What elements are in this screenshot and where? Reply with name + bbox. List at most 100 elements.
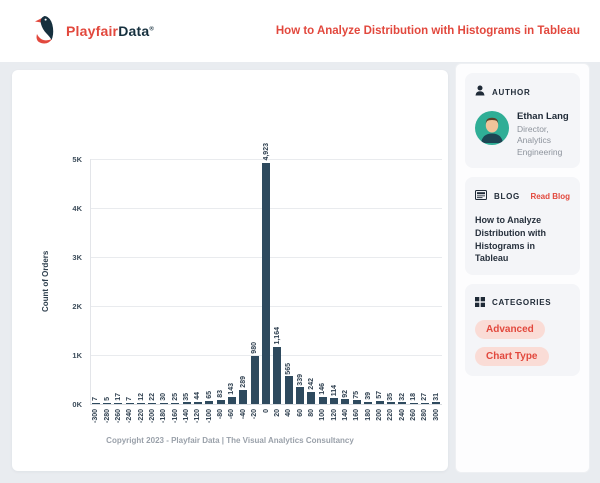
x-axis-tick-label: -220 — [137, 409, 145, 424]
bar-value-label: 242 — [307, 378, 315, 391]
author-card: AUTHOR Ethan Lang Director, Analytics En… — [465, 73, 580, 169]
category-tag-advanced[interactable]: Advanced — [475, 319, 545, 339]
histogram-bar[interactable] — [114, 403, 123, 404]
histogram-bar[interactable] — [398, 402, 407, 404]
bar-value-label: 32 — [398, 392, 406, 401]
x-axis-tick-label: -240 — [126, 409, 134, 424]
histogram-bar[interactable] — [273, 346, 282, 404]
histogram-bar[interactable] — [216, 399, 225, 404]
x-axis-tick-label: 120 — [330, 409, 338, 421]
x-axis-tick-label: 20 — [273, 409, 281, 417]
x-axis-tick-label: 60 — [296, 409, 304, 417]
category-tag-chart-type[interactable]: Chart Type — [475, 346, 549, 366]
kingfisher-bird-icon — [34, 14, 61, 49]
histogram-bar[interactable] — [262, 162, 270, 404]
bar-value-label: 65 — [205, 391, 213, 399]
x-axis-tick-label: 160 — [353, 409, 361, 421]
y-axis-tick-label: 1K — [72, 351, 82, 360]
histogram-bar[interactable] — [148, 402, 157, 404]
bar-value-label: 75 — [353, 390, 361, 399]
author-card-header: AUTHOR — [475, 83, 570, 101]
bar-value-label: 35 — [183, 392, 191, 401]
playfair-data-logo[interactable]: PlayfairData® — [34, 14, 154, 49]
x-axis-tick-label: 80 — [307, 409, 315, 417]
histogram-bar[interactable] — [171, 402, 180, 404]
categories-card: CATEGORIES Advanced Chart Type — [465, 283, 580, 376]
histogram-bar[interactable] — [137, 403, 146, 404]
histogram-bar[interactable] — [330, 398, 339, 404]
blog-post-title[interactable]: How to Analyze Distribution with Histogr… — [475, 215, 546, 264]
bar-value-label: 980 — [251, 342, 259, 354]
histogram-bar[interactable] — [182, 402, 191, 404]
histogram-bar[interactable] — [296, 387, 305, 404]
bar-value-label: 25 — [171, 392, 179, 401]
author-text: Ethan Lang Director, Analytics Engineeri… — [517, 111, 570, 158]
histogram-bar[interactable] — [250, 355, 259, 404]
sidebar: AUTHOR Ethan Lang Director, Analytics En… — [455, 63, 590, 473]
x-axis-tick-label: 260 — [410, 409, 418, 421]
histogram-bar[interactable] — [386, 402, 395, 404]
read-blog-link[interactable]: Read Blog — [530, 191, 570, 201]
bar-value-label: 5 — [103, 397, 111, 402]
x-axis-tick-label: 40 — [285, 409, 293, 417]
y-axis-tick-label: 5K — [72, 155, 82, 164]
bar-value-label: 12 — [137, 393, 145, 402]
x-axis-tick-label: -180 — [160, 409, 168, 424]
x-axis-tick-label: 220 — [387, 409, 395, 421]
histogram-bar[interactable] — [227, 396, 236, 404]
x-axis-tick-label: -200 — [148, 409, 156, 424]
bar-value-label: 339 — [296, 373, 304, 386]
histogram-bar[interactable] — [420, 402, 429, 404]
y-axis-line — [90, 159, 91, 404]
histogram-bar[interactable] — [103, 403, 112, 404]
bar-value-label: 289 — [239, 376, 247, 388]
histogram-bar[interactable] — [125, 403, 134, 404]
x-axis-tick-label: 300 — [432, 409, 440, 421]
histogram-bar[interactable] — [193, 401, 202, 404]
categories-label: CATEGORIES — [492, 298, 552, 308]
x-axis-tick-label: -280 — [103, 409, 111, 424]
author-role: Director, Analytics Engineering — [517, 124, 563, 157]
bar-value-label: 1,164 — [273, 327, 281, 345]
histogram-bar[interactable] — [341, 399, 350, 404]
x-axis-tick-label: -300 — [92, 409, 100, 424]
histogram-bar[interactable] — [307, 392, 316, 404]
histogram-card: Count of Orders 0K 1K 2K 3K 4K 5K 7 -300 5 -280 17… — [12, 70, 448, 471]
author-name: Ethan Lang — [517, 111, 569, 122]
y-axis-tick-label: 2K — [72, 302, 82, 311]
histogram-bar[interactable] — [375, 401, 384, 404]
blog-label: BLOG — [494, 191, 520, 201]
y-axis-title: Count of Orders — [41, 250, 50, 313]
blog-card-header: BLOG Read Blog — [475, 187, 570, 205]
blog-card: BLOG Read Blog How to Analyze Distributi… — [465, 177, 580, 275]
x-axis-tick-label: 280 — [421, 409, 429, 421]
histogram-bar[interactable] — [364, 402, 373, 404]
bar-value-label: 83 — [217, 390, 225, 398]
x-axis-tick-label: -260 — [114, 409, 122, 424]
gridline — [90, 404, 442, 405]
bar-value-label: 143 — [228, 383, 236, 395]
histogram-bar[interactable] — [239, 389, 248, 404]
histogram-bar[interactable] — [159, 402, 168, 404]
bar-value-label: 18 — [410, 393, 418, 402]
top-bar: PlayfairData® How to Analyze Distributio… — [0, 0, 600, 62]
x-axis-tick-label: 200 — [376, 409, 384, 421]
histogram-bar[interactable] — [352, 400, 361, 404]
histogram-bar[interactable] — [91, 403, 100, 404]
histogram-bar[interactable] — [284, 376, 293, 404]
histogram-bar[interactable] — [409, 403, 418, 404]
grid-icon — [475, 294, 485, 312]
blog-window-icon — [475, 187, 487, 205]
histogram-bar[interactable] — [205, 400, 214, 404]
histogram-bar[interactable] — [318, 396, 327, 404]
x-axis-tick-label: -20 — [251, 409, 259, 420]
x-axis-tick-label: 140 — [341, 409, 349, 421]
bar-value-label: 7 — [126, 397, 134, 402]
bar-value-label: 17 — [114, 393, 122, 402]
histogram-bar[interactable] — [432, 402, 441, 404]
person-icon — [475, 83, 485, 101]
bar-value-label: 92 — [341, 389, 349, 398]
x-axis-tick-label: -100 — [205, 409, 213, 424]
x-axis-tick-label: -160 — [171, 409, 179, 424]
x-axis-tick-label: -40 — [239, 409, 247, 420]
